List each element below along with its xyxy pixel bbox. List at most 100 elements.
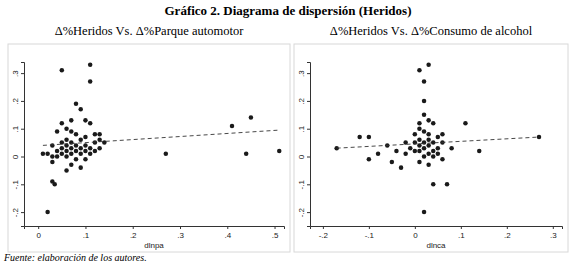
- x-tick: .3: [177, 226, 184, 240]
- y-tick: .3: [297, 70, 310, 77]
- scatter-point: [426, 163, 431, 168]
- scatter-point: [78, 146, 83, 151]
- scatter-point: [417, 138, 422, 143]
- x-tick-label: .1: [83, 231, 90, 240]
- x-tick: .5: [272, 226, 279, 240]
- scatter-point: [55, 154, 60, 159]
- x-tick-mark: [507, 226, 508, 229]
- scatter-point: [78, 165, 83, 170]
- scatter-point: [60, 151, 65, 156]
- scatter-point: [83, 149, 88, 154]
- scatter-point: [93, 149, 98, 154]
- scatter-point: [50, 160, 55, 165]
- y-tick-label: .3: [11, 70, 20, 77]
- scatter-point: [426, 118, 431, 123]
- x-tick-mark: [323, 226, 324, 229]
- scatter-point: [88, 151, 93, 156]
- x-tick-label: .4: [224, 231, 231, 240]
- x-tick-mark: [369, 226, 370, 229]
- scatter-point: [244, 151, 249, 156]
- fit-line: [337, 137, 539, 148]
- y-tick: 0: [11, 154, 24, 159]
- scatter-point: [413, 132, 418, 137]
- y-tick-label: .3: [297, 70, 306, 77]
- scatter-point: [390, 160, 395, 165]
- figure-title: Gráfico 2. Diagrama de dispersión (Herid…: [165, 3, 412, 18]
- y-tick: .1: [297, 125, 310, 132]
- scatter-point: [431, 121, 436, 126]
- scatter-point: [88, 121, 93, 126]
- scatter-point: [83, 157, 88, 162]
- y-tick-label: -.1: [11, 180, 20, 190]
- y-tick-label: .2: [11, 98, 20, 105]
- scatter-point: [537, 135, 542, 140]
- scatter-point: [408, 146, 413, 151]
- scatter-point: [422, 146, 427, 151]
- scatter-point: [69, 163, 74, 168]
- x-tick-mark: [85, 226, 86, 229]
- scatter-point: [436, 146, 441, 151]
- scatter-point: [431, 149, 436, 154]
- scatter-point: [88, 79, 93, 84]
- y-tick-label: .1: [297, 125, 306, 132]
- scatter-point: [463, 121, 468, 126]
- x-tick-label: .3: [550, 231, 557, 240]
- y-tick: -.2: [297, 207, 310, 217]
- y-tick: .3: [11, 70, 24, 77]
- scatter-point: [60, 121, 65, 126]
- x-tick: .1: [83, 226, 90, 240]
- scatter-point: [422, 140, 427, 145]
- scatter-point: [74, 132, 79, 137]
- scatter-point: [88, 146, 93, 151]
- scatter-point: [440, 132, 445, 137]
- y-tick-label: -.1: [297, 180, 306, 190]
- x-tick-label: .2: [504, 231, 511, 240]
- scatter-point: [417, 160, 422, 165]
- scatter-point: [74, 157, 79, 162]
- x-axis-line: [311, 227, 563, 230]
- scatter-point: [417, 149, 422, 154]
- scatter-point: [64, 168, 69, 173]
- scatter-point: [399, 165, 404, 170]
- y-tick-label: 0: [11, 154, 20, 159]
- y-tick-mark: [307, 212, 310, 213]
- x-tick-label: .5: [272, 231, 279, 240]
- scatter-point: [477, 149, 482, 154]
- x-tick: .2: [504, 226, 511, 240]
- scatter-point: [55, 129, 60, 134]
- y-tick-mark: [307, 184, 310, 185]
- x-axis: 0.1.2.3.4.5: [25, 226, 285, 240]
- scatter-point: [277, 149, 282, 154]
- y-axis: -.2-.10.1.2.3: [297, 63, 311, 227]
- scatter-point: [422, 154, 427, 159]
- panel-frame: [294, 44, 568, 252]
- scatter-point: [440, 157, 445, 162]
- scatter-point: [422, 210, 427, 215]
- scatter-point: [426, 143, 431, 148]
- scatter-point: [164, 151, 169, 156]
- scatter-point: [88, 63, 93, 68]
- x-tick: 0: [413, 226, 418, 240]
- scatter-point: [55, 149, 60, 154]
- y-tick: 0: [297, 154, 310, 159]
- y-tick-label: -.2: [297, 207, 306, 217]
- scatter-point: [449, 146, 454, 151]
- y-tick-mark: [307, 129, 310, 130]
- y-axis: -.2 -.1 0 .1 .2 .3: [11, 63, 25, 227]
- scatter-point: [64, 154, 69, 159]
- fit-line: [43, 130, 279, 145]
- y-tick: -.2: [11, 207, 24, 217]
- scatter-point: [445, 182, 450, 187]
- x-tick: .3: [550, 226, 557, 240]
- scatter-point: [83, 135, 88, 140]
- x-axis-title: dlnpa: [144, 241, 164, 250]
- scatter-point: [426, 63, 431, 68]
- panel-title: Δ%Heridos Vs. Δ%Consumo de alcohol: [330, 24, 533, 38]
- x-tick-label: .1: [458, 231, 465, 240]
- x-tick-label: .2: [130, 231, 137, 240]
- y-tick-label: .1: [11, 125, 20, 132]
- plot-area: [334, 63, 541, 215]
- panel-frame: [8, 44, 290, 252]
- y-axis-line: [21, 63, 25, 227]
- x-axis: -.2-.10.1.2.3: [311, 226, 563, 240]
